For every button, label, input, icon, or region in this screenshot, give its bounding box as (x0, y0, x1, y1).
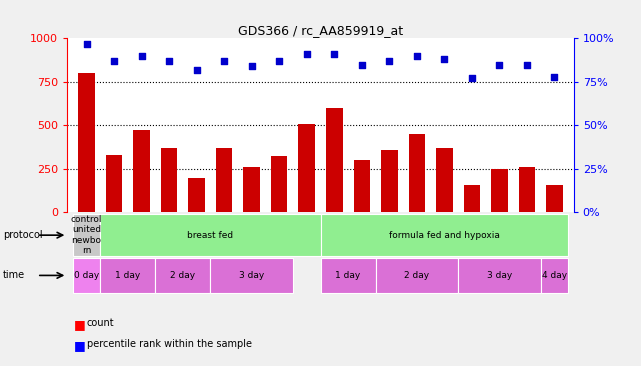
Point (192, 67, 202, 72)
Bar (101, 258, 155, 293)
Text: 3 day: 3 day (487, 271, 512, 280)
Bar (436, 148, 453, 212)
Bar (161, 148, 178, 212)
Text: ■: ■ (74, 318, 85, 332)
Text: 0 day: 0 day (74, 271, 99, 280)
Bar (155, 258, 210, 293)
Bar (491, 169, 508, 212)
Bar (463, 185, 480, 212)
Bar (106, 155, 122, 212)
Point (412, 53, 422, 59)
Bar (458, 258, 540, 293)
Bar (210, 258, 293, 293)
Point (137, 53, 147, 59)
Point (247, 63, 257, 69)
Bar (216, 148, 233, 212)
Bar (244, 167, 260, 212)
Bar (408, 134, 425, 212)
Bar (271, 156, 287, 212)
Bar (78, 73, 95, 212)
Text: count: count (87, 318, 114, 328)
Point (384, 58, 394, 64)
Text: breast fed: breast fed (187, 231, 233, 240)
Text: ■: ■ (74, 339, 85, 352)
Bar (188, 178, 205, 212)
Bar (546, 185, 563, 212)
Point (467, 75, 477, 81)
Text: 3 day: 3 day (239, 271, 264, 280)
Text: 2 day: 2 day (404, 271, 429, 280)
Text: 4 day: 4 day (542, 271, 567, 280)
Point (549, 74, 560, 80)
Text: control
united
newbo
rn: control united newbo rn (71, 215, 103, 255)
Text: formula fed and hypoxia: formula fed and hypoxia (389, 231, 500, 240)
Point (522, 61, 532, 67)
Bar (320, 258, 376, 293)
Text: time: time (3, 270, 26, 280)
Point (81, 41, 92, 46)
Bar (376, 258, 458, 293)
Bar (299, 124, 315, 212)
Bar (326, 108, 342, 212)
Bar (354, 160, 370, 212)
Point (164, 58, 174, 64)
Title: GDS366 / rc_AA859919_at: GDS366 / rc_AA859919_at (238, 24, 403, 37)
Point (329, 51, 339, 57)
Point (356, 61, 367, 67)
Point (109, 58, 119, 64)
Text: 1 day: 1 day (115, 271, 140, 280)
Bar (381, 150, 397, 212)
Bar (519, 167, 535, 212)
Bar (73, 214, 101, 256)
Bar (320, 214, 568, 256)
Point (274, 58, 285, 64)
Text: percentile rank within the sample: percentile rank within the sample (87, 339, 251, 348)
Bar (133, 130, 150, 212)
Text: 1 day: 1 day (335, 271, 361, 280)
Text: protocol: protocol (3, 230, 43, 240)
Text: 2 day: 2 day (171, 271, 196, 280)
Bar (101, 214, 320, 256)
Bar (540, 258, 568, 293)
Point (302, 51, 312, 57)
Bar (73, 258, 101, 293)
Point (219, 58, 229, 64)
Point (494, 61, 504, 67)
Point (439, 56, 449, 62)
